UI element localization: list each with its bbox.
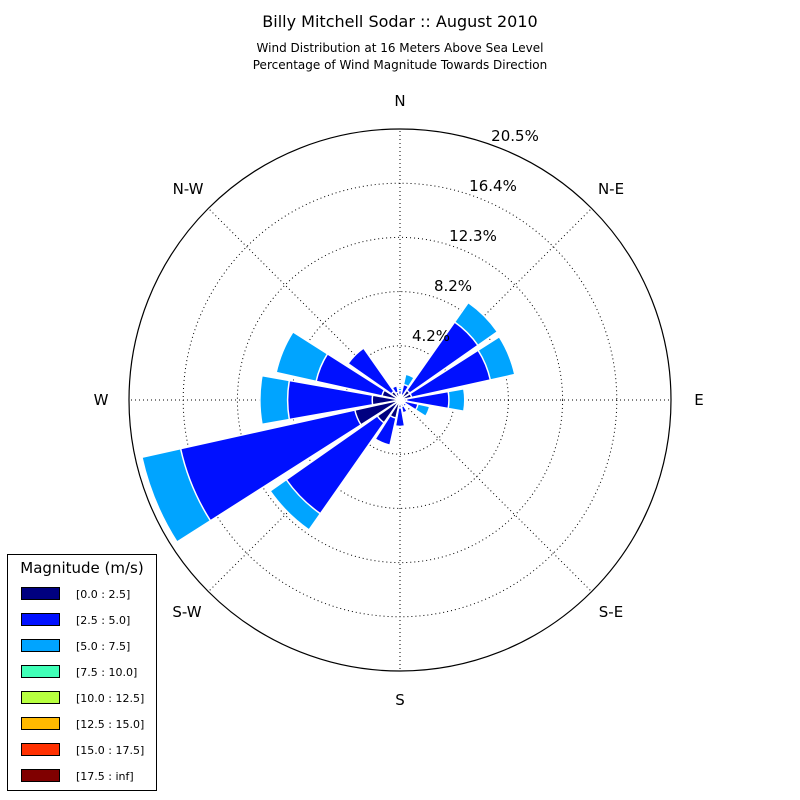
rose-segment: [179, 399, 401, 522]
legend-swatch: [21, 691, 60, 704]
direction-label: S-E: [599, 603, 623, 621]
legend-swatch: [21, 717, 60, 730]
legend: Magnitude (m/s) [0.0 : 2.5] [2.5 : 5.0] …: [7, 554, 157, 791]
rose-segment: [371, 394, 401, 406]
legend-title: Magnitude (m/s): [20, 559, 144, 577]
direction-label: N-E: [598, 180, 624, 198]
radial-tick-label: 16.4%: [469, 177, 517, 195]
rose-segment: [399, 390, 450, 410]
legend-swatch: [21, 639, 60, 652]
rose-segment: [376, 399, 401, 424]
legend-swatch: [21, 743, 60, 756]
chart-title: Billy Mitchell Sodar :: August 2010: [262, 12, 538, 31]
rose-segment: [394, 391, 401, 401]
legend-label: [2.5 : 5.0]: [76, 614, 131, 627]
rose-segment: [315, 352, 401, 401]
legend-label: [17.5 : inf]: [76, 770, 134, 783]
legend-swatch: [21, 587, 60, 600]
legend-swatch: [21, 613, 60, 626]
direction-label: E: [694, 391, 703, 409]
direction-label: W: [94, 391, 109, 409]
ring-gridline: [236, 236, 564, 564]
radial-tick-label: 12.3%: [449, 227, 497, 245]
legend-swatch: [21, 769, 60, 782]
rose-segment: [399, 349, 492, 401]
rose-segment: [286, 379, 401, 421]
rose-segment: [285, 399, 401, 515]
rose-segment: [353, 399, 401, 426]
radial-tick-label: 4.2%: [412, 327, 450, 345]
rose-segment: [346, 346, 401, 401]
direction-label: N: [394, 92, 405, 110]
legend-label: [12.5 : 15.0]: [76, 718, 145, 731]
chart-subtitle-line-2: Percentage of Wind Magnitude Towards Dir…: [252, 58, 548, 72]
legend-label: [5.0 : 7.5]: [76, 640, 131, 653]
direction-label: S-W: [172, 603, 201, 621]
polar-outer-ring: [128, 128, 672, 672]
rose-segment: [394, 399, 406, 428]
legend-label: [15.0 : 17.5]: [76, 744, 145, 757]
radial-tick-label: 8.2%: [434, 277, 472, 295]
direction-label: N-W: [173, 180, 204, 198]
chart-subtitle-line-1: Wind Distribution at 16 Meters Above Sea…: [256, 41, 544, 55]
legend-swatch: [21, 665, 60, 678]
legend-label: [10.0 : 12.5]: [76, 692, 145, 705]
direction-label: S: [395, 691, 405, 709]
rose-segment: [399, 320, 480, 401]
legend-label: [0.0 : 2.5]: [76, 588, 131, 601]
radial-tick-label: 20.5%: [491, 127, 539, 145]
legend-label: [7.5 : 10.0]: [76, 666, 138, 679]
ring-gridline: [182, 182, 618, 618]
